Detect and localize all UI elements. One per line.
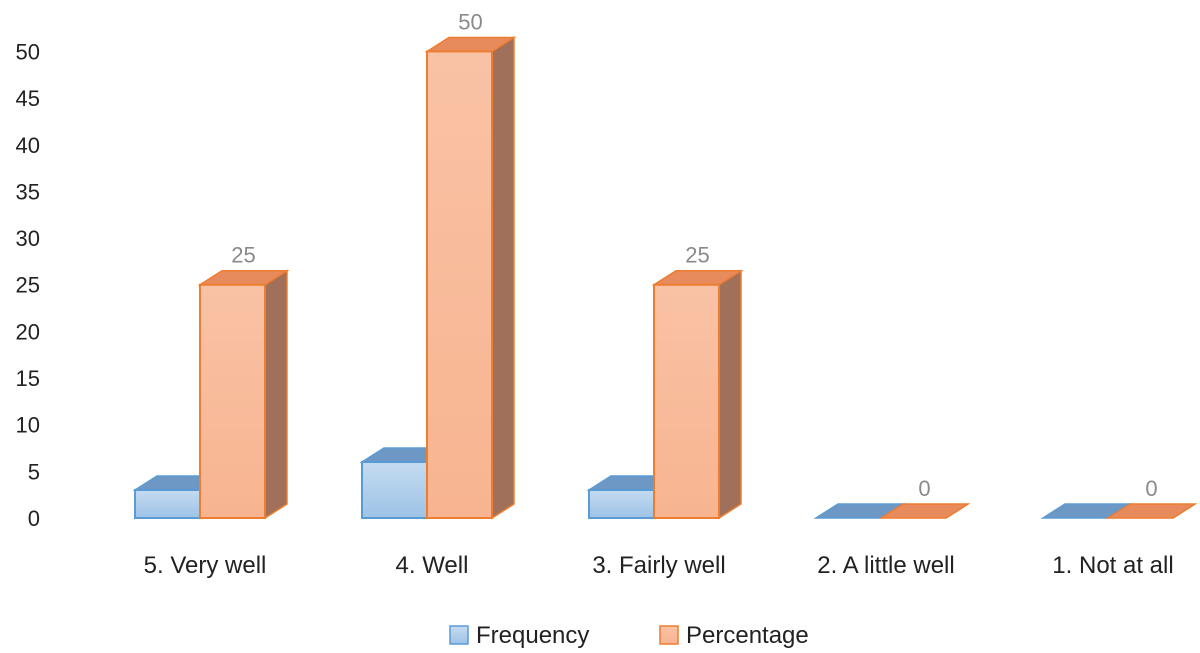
- bar-front-face: [134, 489, 201, 519]
- data-label: 50: [458, 9, 482, 34]
- y-tick-label: 45: [16, 86, 40, 111]
- bar-front-face: [199, 283, 266, 519]
- y-tick-label: 50: [16, 39, 40, 64]
- y-tick-label: 0: [28, 506, 40, 531]
- x-category-label: 1. Not at all: [1052, 552, 1173, 579]
- bar-percentage: [197, 269, 290, 520]
- y-tick-label: 35: [16, 179, 40, 204]
- y-tick-label: 20: [16, 319, 40, 344]
- data-label: 0: [918, 476, 930, 501]
- bar-front-face: [361, 461, 428, 519]
- legend-label: Percentage: [686, 622, 809, 649]
- x-category-label: 5. Very well: [144, 552, 267, 579]
- bar-percentage: [424, 36, 517, 520]
- data-labels: 25 50 25 0 0: [231, 9, 1157, 501]
- data-label: 25: [685, 243, 709, 268]
- y-tick-label: 40: [16, 133, 40, 158]
- bar-side-face: [491, 36, 515, 520]
- data-label: 25: [231, 243, 255, 268]
- bar-front-face: [588, 489, 655, 519]
- data-label: 0: [1145, 476, 1157, 501]
- y-tick-label: 25: [16, 273, 40, 298]
- x-category-label: 2. A little well: [817, 552, 954, 579]
- bar-percentage: [1105, 503, 1198, 519]
- bar-side-face: [264, 269, 288, 520]
- bar-front-face: [653, 283, 720, 519]
- x-category-label: 4. Well: [396, 552, 469, 579]
- bar-percentage: [878, 503, 971, 519]
- legend-swatch: [659, 625, 679, 645]
- bar-front-face: [426, 50, 493, 519]
- legend-swatch: [449, 625, 469, 645]
- y-tick-label: 5: [28, 459, 40, 484]
- y-axis: 0 5 10 15 20 25 30 35 40 45 50: [16, 39, 40, 531]
- legend: Frequency Percentage: [449, 622, 809, 649]
- x-axis: 5. Very well 4. Well 3. Fairly well 2. A li…: [144, 552, 1174, 579]
- legend-label: Frequency: [476, 622, 589, 649]
- bar-top-face: [1105, 503, 1198, 519]
- bars: [132, 36, 1198, 520]
- y-tick-label: 10: [16, 413, 40, 438]
- y-tick-label: 15: [16, 366, 40, 391]
- bar-percentage: [651, 269, 744, 520]
- y-tick-label: 30: [16, 226, 40, 251]
- x-category-label: 3. Fairly well: [592, 552, 725, 579]
- bar-side-face: [718, 269, 742, 520]
- bar-top-face: [878, 503, 971, 519]
